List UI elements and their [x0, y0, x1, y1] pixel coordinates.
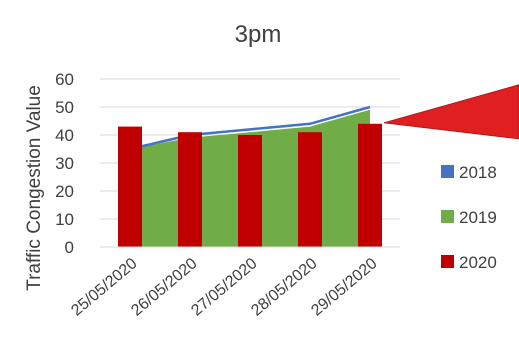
y-axis-ticks: 0 10 20 30 40 50 60: [55, 70, 74, 257]
line-series-layer: [129, 105, 371, 151]
bar-series-layer: [118, 123, 382, 247]
x-tick-label: 29/05/2020: [308, 255, 380, 320]
x-tick-label: 26/05/2020: [128, 255, 200, 320]
chart-title: 3pm: [235, 21, 282, 48]
y-axis-label: Traffic Congestion Value: [24, 85, 45, 291]
x-axis-ticks: 25/05/202026/05/202027/05/202028/05/2020…: [68, 255, 380, 320]
y-tick-label: 10: [55, 210, 74, 229]
x-tick-label: 28/05/2020: [248, 255, 320, 320]
annotation-callout: [383, 84, 519, 140]
y-tick-label: 0: [65, 238, 74, 257]
legend-swatch-2020: [441, 255, 454, 268]
bar-2020: [238, 135, 262, 247]
y-tick-label: 30: [55, 154, 74, 173]
line-series-2018: [129, 105, 371, 151]
bar-2020: [358, 123, 382, 247]
legend-label: 2019: [459, 208, 497, 227]
y-tick-label: 60: [55, 70, 74, 89]
y-tick-label: 40: [55, 126, 74, 145]
x-tick-label: 25/05/2020: [68, 255, 140, 320]
x-tick-label: 27/05/2020: [188, 255, 260, 320]
legend-swatch-2019: [441, 210, 454, 223]
legend-swatch-2018: [441, 165, 454, 178]
y-tick-label: 20: [55, 182, 74, 201]
legend-label: 2018: [459, 163, 497, 182]
bar-2020: [298, 132, 322, 247]
y-tick-label: 50: [55, 98, 74, 117]
bar-2020: [178, 132, 202, 247]
bar-2020: [118, 126, 142, 247]
legend-label: 2020: [459, 253, 497, 272]
callout-arrow: [383, 84, 519, 140]
legend: 2018 2019 2020: [441, 163, 497, 272]
